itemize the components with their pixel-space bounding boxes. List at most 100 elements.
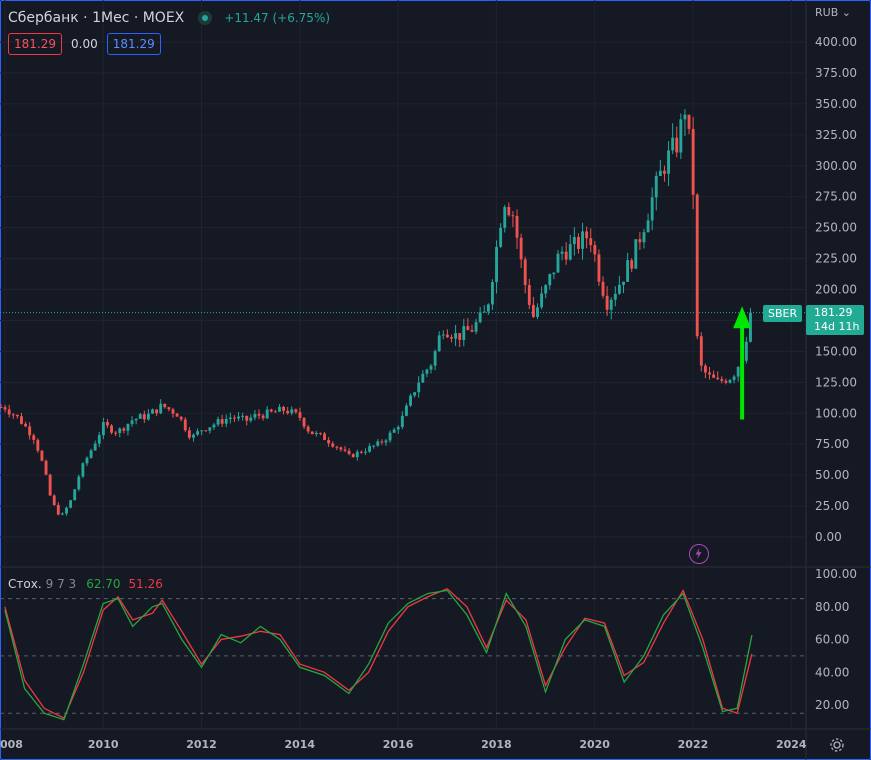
candle-body xyxy=(183,419,187,431)
price-tick-label: 400.00 xyxy=(815,35,857,49)
time-axis[interactable]: 008 2010 2012 2014 2016 2018 2020 2022 2024 xyxy=(0,738,807,751)
candle-body xyxy=(732,376,736,380)
candle-body xyxy=(163,403,167,408)
candle-body xyxy=(355,451,359,458)
candle-body xyxy=(540,293,544,308)
candle-body xyxy=(720,379,724,381)
candle-body xyxy=(7,409,11,415)
candle-body xyxy=(237,416,240,419)
price-tick-label: 275.00 xyxy=(815,190,857,204)
candle-body xyxy=(708,372,711,375)
candle-body xyxy=(110,425,113,433)
candle-body xyxy=(310,431,314,435)
candle-body xyxy=(69,500,73,508)
candle-body xyxy=(663,170,666,174)
candle-body xyxy=(581,231,584,249)
candle-body xyxy=(433,351,437,366)
time-tick-label: 2024 xyxy=(776,738,807,751)
candle-body xyxy=(675,137,679,153)
candle-body xyxy=(462,326,466,340)
candle-body xyxy=(728,379,732,383)
candle-body xyxy=(617,284,621,294)
candle-body xyxy=(577,236,580,249)
candle-body xyxy=(691,128,695,195)
candle-body xyxy=(220,419,224,424)
candle-body xyxy=(134,418,138,421)
candle-body xyxy=(519,237,523,260)
candle-body xyxy=(364,451,367,453)
price-tick-label: 25.00 xyxy=(815,499,849,513)
arrow-head xyxy=(733,306,752,329)
stoch-params: 9 7 3 xyxy=(45,577,77,591)
market-status-icon[interactable] xyxy=(198,11,213,25)
stoch-d-value: 51.26 xyxy=(128,577,163,591)
candle-body xyxy=(634,239,638,269)
candle-body xyxy=(470,330,474,332)
price-tick-label: 150.00 xyxy=(815,344,857,358)
lightning-icon[interactable] xyxy=(689,544,709,564)
candle-body xyxy=(593,245,597,255)
candle-body xyxy=(445,334,449,338)
candle-body xyxy=(613,293,617,300)
price-tick-label: 300.00 xyxy=(815,159,857,173)
stoch-tick-label: 100.00 xyxy=(815,567,857,581)
candle-body xyxy=(409,395,412,406)
candle-body xyxy=(572,236,576,245)
candle-body xyxy=(3,407,7,410)
candle-body xyxy=(65,507,68,514)
gear-icon[interactable] xyxy=(828,736,846,754)
candle-body xyxy=(187,430,191,438)
candle-body xyxy=(605,295,609,310)
candle-body xyxy=(626,260,630,282)
candle-body xyxy=(421,373,425,383)
price-tick-label: 0.00 xyxy=(815,530,842,544)
candle-body xyxy=(48,474,52,496)
candle-body xyxy=(20,416,23,424)
price-axis[interactable]: 400.00 375.00 350.00 325.00 300.00 275.00 250.… xyxy=(815,35,857,544)
candle-body xyxy=(97,435,101,444)
candle-body xyxy=(499,227,503,247)
last-price-value: 181.29 xyxy=(814,306,853,319)
candle-body xyxy=(179,416,183,420)
candle-body xyxy=(298,412,302,418)
candle-body xyxy=(93,443,97,451)
sell-price-button[interactable]: 181.29 xyxy=(8,33,62,55)
candle-body xyxy=(269,409,273,412)
currency-selector[interactable]: RUB ⌄ xyxy=(815,6,851,19)
candle-body xyxy=(290,409,294,414)
time-tick-label: 008 xyxy=(0,738,23,751)
candle-body xyxy=(24,423,27,427)
candle-body xyxy=(359,451,363,453)
candle-body xyxy=(368,446,372,452)
candle-body xyxy=(232,417,236,419)
candle-body xyxy=(384,440,388,443)
candle-body xyxy=(40,450,44,461)
price-change: +11.47 (+6.75%) xyxy=(224,11,331,25)
candle-body xyxy=(347,450,351,454)
candle-body xyxy=(261,415,265,419)
candle-body xyxy=(544,285,548,294)
stoch-tick-label: 80.00 xyxy=(815,600,849,614)
candle-body xyxy=(146,413,150,420)
time-tick-label: 2010 xyxy=(88,738,119,751)
stoch-legend[interactable]: Стох. 9 7 3 62.70 51.26 xyxy=(8,577,163,591)
candle-body xyxy=(228,417,232,419)
symbol-price-tag: SBER xyxy=(763,305,803,322)
stoch-label: Стох. xyxy=(8,577,42,591)
candle-body xyxy=(724,380,728,383)
candle-body xyxy=(622,281,625,285)
candle-body xyxy=(319,432,322,434)
candle-body xyxy=(331,443,335,447)
candle-body xyxy=(646,220,650,233)
symbol-title[interactable]: Сбербанк · 1Мес · MOEX xyxy=(8,10,185,26)
spread-value: 0.00 xyxy=(71,37,98,51)
candle-body xyxy=(589,238,593,246)
candle-body xyxy=(339,447,343,450)
order-row: 181.29 0.00 181.29 xyxy=(8,33,161,55)
candle-body xyxy=(511,215,515,217)
candle-body xyxy=(413,392,417,396)
candle-body xyxy=(683,114,687,120)
buy-price-button[interactable]: 181.29 xyxy=(106,33,161,55)
